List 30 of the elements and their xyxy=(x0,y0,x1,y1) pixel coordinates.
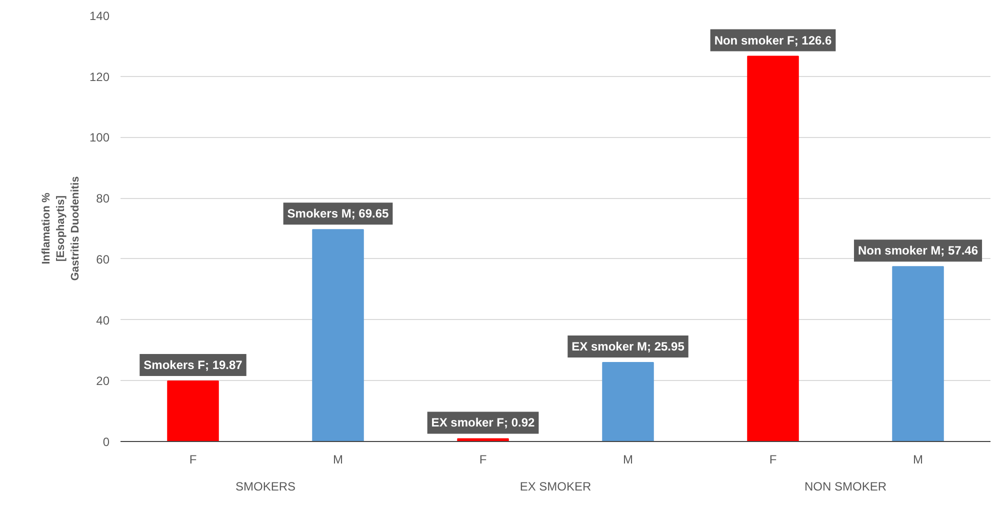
bar xyxy=(602,362,654,442)
x-tick-label: F xyxy=(189,452,197,466)
y-tick-label: 20 xyxy=(96,374,110,388)
x-tick-label: M xyxy=(623,452,633,466)
data-label: Smokers M; 69.65 xyxy=(287,206,390,221)
bar xyxy=(892,266,944,442)
x-tick-label: M xyxy=(333,452,343,466)
y-tick-label: 0 xyxy=(102,435,110,449)
y-tick-label: 80 xyxy=(96,192,110,206)
y-axis-title: Inflamation % [Esophaytis] Gastritis Duodenitis xyxy=(40,176,82,281)
data-label: Non smoker M; 57.46 xyxy=(858,244,978,258)
bar xyxy=(167,380,219,442)
data-label: Non smoker F; 126.6 xyxy=(714,33,832,48)
text: SMOKERS xyxy=(235,480,296,494)
y-tick-label: 140 xyxy=(89,9,110,23)
bar xyxy=(312,229,364,442)
data-label: EX smoker F; 0.92 xyxy=(431,416,536,430)
bar xyxy=(747,56,799,442)
x-tick-label: M xyxy=(913,452,923,466)
y-tick-label: 40 xyxy=(96,313,110,328)
y-tick-label: 60 xyxy=(96,252,110,266)
text: EX SMOKER xyxy=(520,480,592,494)
y-tick-label: 100 xyxy=(89,130,110,145)
x-tick-label: F xyxy=(479,452,487,466)
bar xyxy=(457,438,509,442)
data-label: Smokers F; 19.87 xyxy=(144,358,243,372)
data-label: EX smoker M; 25.95 xyxy=(572,340,685,354)
x-tick-label: F xyxy=(769,452,777,466)
text: NON SMOKER xyxy=(804,480,887,494)
y-tick-label: 120 xyxy=(89,70,110,84)
